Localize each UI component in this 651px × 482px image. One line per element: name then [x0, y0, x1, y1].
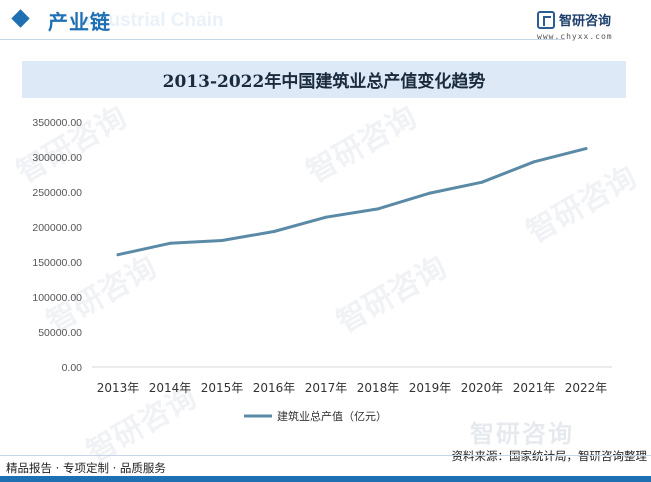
y-tick-label: 250000.00: [32, 187, 82, 199]
data-point: [324, 215, 328, 219]
x-tick-label: 2018年: [357, 381, 400, 395]
data-point: [376, 207, 380, 211]
y-tick-label: 0.00: [62, 362, 83, 374]
data-point: [272, 230, 276, 234]
x-tick-label: 2014年: [149, 381, 192, 395]
brand-logo: 智研咨询 www.chyxx.com: [537, 10, 637, 46]
x-tick-label: 2021年: [513, 381, 556, 395]
data-point: [532, 160, 536, 164]
data-point: [168, 241, 172, 245]
x-tick-label: 2020年: [461, 381, 504, 395]
footer-bar: [0, 476, 651, 482]
y-tick-label: 150000.00: [32, 257, 82, 269]
y-tick-label: 350000.00: [32, 117, 82, 129]
x-axis: 2013年 2014年 2015年 2016年 2017年 2018年 2019年 2020年…: [92, 366, 612, 395]
x-tick-label: 2019年: [409, 381, 452, 395]
x-tick-label: 2017年: [305, 381, 348, 395]
legend: 建筑业总产值（亿元）: [244, 409, 387, 423]
data-point: [584, 147, 588, 151]
y-axis: 0.00 50000.00 100000.00 150000.00 200000.00 2…: [32, 117, 82, 374]
brand-watermark: 智研咨询: [470, 420, 574, 448]
y-tick-label: 300000.00: [32, 152, 82, 164]
page-header: Industrial Chain 产业链: [0, 0, 651, 44]
logo-name: 智研咨询: [559, 14, 612, 29]
data-point: [428, 191, 432, 195]
logo-url: www.chyxx.com: [537, 32, 613, 41]
source-note: 资料来源：国家统计局，智研咨询整理: [451, 449, 648, 463]
footer-slogan: 精品报告 · 专项定制 · 品质服务: [6, 461, 166, 475]
y-tick-label: 200000.00: [32, 222, 82, 234]
logo-icon: [537, 11, 555, 29]
legend-label: 建筑业总产值（亿元）: [277, 409, 387, 423]
data-point: [116, 253, 120, 257]
footer-divider: [0, 455, 651, 456]
x-tick-label: 2016年: [253, 381, 296, 395]
series-line: [116, 147, 588, 257]
header-divider: [0, 39, 565, 40]
x-tick-label: 2022年: [565, 381, 608, 395]
plot-area: [116, 147, 588, 257]
x-tick-label: 2013年: [97, 381, 140, 395]
chart-title: 2013-2022年中国建筑业总产值变化趋势: [162, 72, 486, 92]
y-tick-label: 50000.00: [38, 327, 82, 339]
page-title: 产业链: [48, 10, 111, 34]
y-tick-label: 100000.00: [32, 292, 82, 304]
data-point: [220, 238, 224, 242]
chart-title-band: 2013-2022年中国建筑业总产值变化趋势: [22, 61, 626, 98]
x-tick-label: 2015年: [201, 381, 244, 395]
data-point: [480, 180, 484, 184]
